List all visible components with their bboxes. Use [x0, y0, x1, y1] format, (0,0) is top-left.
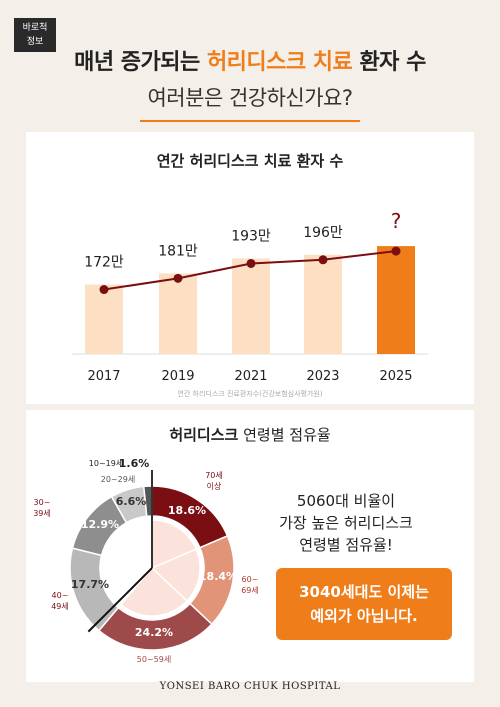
headline-part-2: 환자 수: [352, 50, 426, 75]
insight-line-2: 가장 높은 허리디스크: [279, 514, 413, 532]
trend-point-2021: [246, 258, 256, 268]
x-tick-2025: 2025: [379, 369, 412, 384]
donut-title-light: 연령별 점유율: [238, 426, 331, 444]
x-tick-2023: 2023: [306, 369, 339, 384]
bar-2019: [159, 273, 197, 354]
subheadline: 여러분은 건강하신가요?: [147, 86, 353, 110]
data-label-2023: 196만: [303, 225, 343, 241]
headline: 매년 증가되는 허리디스크 치료 환자 수: [0, 44, 500, 76]
badge-line-1: 바로척: [22, 23, 48, 33]
x-tick-2017: 2017: [87, 369, 120, 384]
trend-point-2023: [318, 255, 328, 265]
bar-2017: [85, 284, 123, 354]
insight-line-1: 5060대 비율이: [296, 492, 396, 510]
data-label-2025: ?: [391, 209, 402, 233]
bar-2023: [304, 254, 342, 354]
headline-part-1: 매년 증가되는: [74, 50, 207, 75]
trend-point-2017: [99, 285, 109, 295]
insight-line-3: 연령별 점유율!: [299, 536, 393, 554]
donut-chart-title: 허리디스크 연령별 점유율: [26, 424, 474, 445]
trend-point-2019: [173, 273, 183, 283]
callout-line-2: 예외가 아닙니다.: [310, 607, 418, 625]
data-label-2017: 172만: [84, 255, 124, 271]
trend-point-2025: [391, 246, 401, 256]
x-tick-2021: 2021: [234, 369, 267, 384]
callout-box: 3040세대도 이제는 예외가 아닙니다.: [276, 568, 452, 640]
bar-2025: [377, 246, 415, 354]
data-label-2019: 181만: [158, 243, 198, 259]
footer-hospital-name: YONSEI BARO CHUK HOSPITAL: [159, 681, 341, 692]
callout-line-1: 3040세대도 이제는: [299, 583, 429, 601]
headline-divider: [140, 120, 360, 122]
category-badge: 바로척 정보: [14, 18, 56, 52]
chart-source: 연간 허리디스크 진료환자수(건강보험심사평가원): [177, 389, 322, 398]
insight-text: 5060대 비율이 가장 높은 허리디스크 연령별 점유율!: [248, 490, 444, 556]
bar-chart-title: 연간 허리디스크 치료 환자 수: [156, 152, 344, 170]
bar-chart-card: 연간 허리디스크 치료 환자 수 2017 172만 2019 181만 2021 193…: [26, 132, 474, 404]
data-label-2021: 193만: [231, 228, 271, 244]
bar-2021: [232, 258, 270, 354]
headline-accent: 허리디스크 치료: [206, 50, 353, 75]
bar-chart: 2017 172만 2019 181만 2021 193만 2023 196만 2025? 연간 …: [72, 209, 428, 398]
badge-line-2: 정보: [26, 37, 44, 47]
x-tick-2019: 2019: [161, 369, 194, 384]
donut-title-bold: 허리디스크: [169, 426, 239, 444]
